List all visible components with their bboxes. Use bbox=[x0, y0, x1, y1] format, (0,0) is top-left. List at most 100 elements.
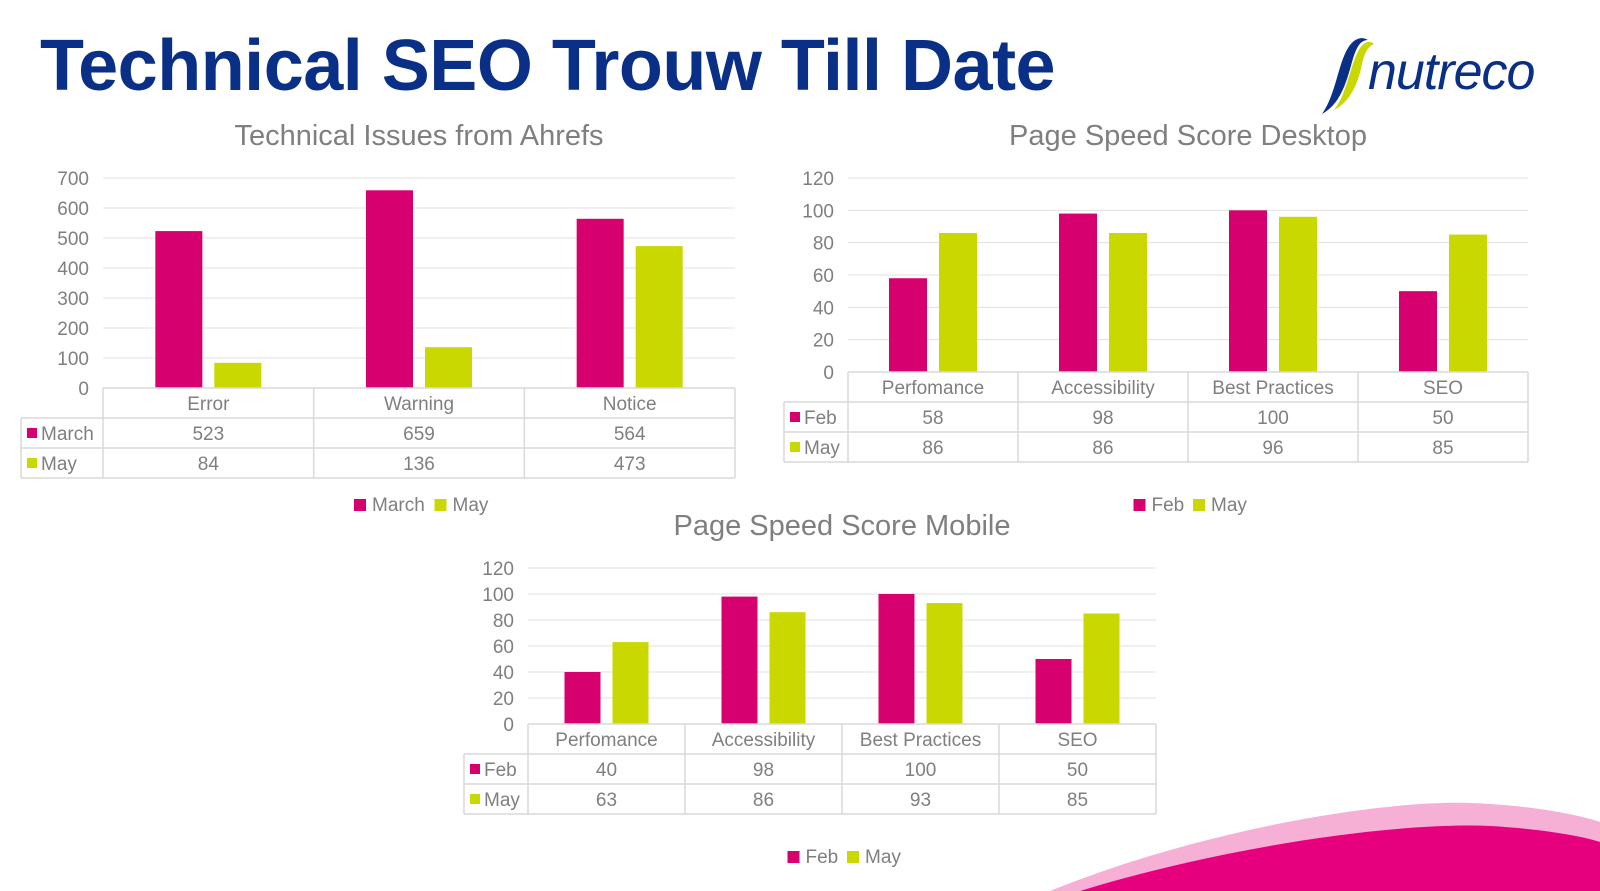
y-tick-label: 200 bbox=[57, 319, 89, 340]
category-label: Best Practices bbox=[860, 730, 981, 751]
data-value: 86 bbox=[1092, 438, 1113, 459]
y-tick-label: 400 bbox=[57, 259, 89, 280]
nutreco-logo: nutreco bbox=[1316, 34, 1566, 120]
legend-label: May bbox=[453, 495, 489, 516]
data-value: 100 bbox=[905, 760, 937, 781]
category-label: Notice bbox=[603, 394, 657, 415]
data-value: 659 bbox=[403, 424, 435, 445]
y-tick-label: 100 bbox=[57, 349, 89, 370]
series-name: March bbox=[41, 424, 94, 445]
chart-page-speed-mobile: Page Speed Score Mobile 0 20 40 60 80 100 120 Pe… bbox=[463, 510, 1157, 868]
y-tick-label: 80 bbox=[493, 611, 514, 632]
y-tick-label: 600 bbox=[57, 199, 89, 220]
y-tick-label: 0 bbox=[503, 715, 514, 736]
y-tick-label: 40 bbox=[813, 298, 834, 319]
y-tick-label: 100 bbox=[802, 201, 834, 222]
chart-page-speed-desktop: Page Speed Score Desktop 0 20 40 60 80 100 120 P… bbox=[783, 120, 1529, 516]
series-name: May bbox=[804, 438, 840, 459]
category-label: SEO bbox=[1423, 378, 1463, 399]
data-value: 86 bbox=[753, 790, 774, 811]
bar-march-error bbox=[155, 231, 203, 388]
data-value: 96 bbox=[1262, 438, 1283, 459]
bar-may-seo bbox=[1083, 613, 1120, 724]
data-value: 523 bbox=[192, 424, 224, 445]
bar-may-error bbox=[214, 362, 262, 388]
y-tick-label: 0 bbox=[78, 379, 89, 400]
chart-technical-issues: Technical Issues from Ahrefs 0 100 200 300 40… bbox=[20, 120, 736, 516]
series-name: May bbox=[484, 790, 520, 811]
logo-text: nutreco bbox=[1368, 43, 1535, 101]
series-name: Feb bbox=[484, 760, 517, 781]
legend-swatch bbox=[1193, 499, 1205, 511]
data-value: 84 bbox=[198, 454, 220, 475]
bar-may-accessibility bbox=[1109, 232, 1147, 372]
y-tick-label: 60 bbox=[813, 266, 834, 287]
legend-key-swatch bbox=[790, 442, 800, 452]
slide-title: Technical SEO Trouw Till Date bbox=[40, 26, 1056, 106]
y-tick-label: 40 bbox=[493, 663, 514, 684]
bar-may-seo bbox=[1449, 234, 1487, 372]
chart-title: Technical Issues from Ahrefs bbox=[234, 120, 603, 152]
data-value: 98 bbox=[753, 760, 774, 781]
bar-feb-best-practices bbox=[1229, 210, 1267, 372]
data-value: 98 bbox=[1092, 408, 1113, 429]
y-tick-label: 60 bbox=[493, 637, 514, 658]
legend-swatch bbox=[787, 851, 800, 863]
bar-feb-accessibility bbox=[1059, 213, 1097, 372]
y-tick-label: 0 bbox=[823, 363, 834, 384]
category-label: Perfomance bbox=[882, 378, 984, 399]
chart-title: Page Speed Score Desktop bbox=[1009, 120, 1367, 152]
y-tick-label: 120 bbox=[482, 559, 514, 580]
bar-may-accessibility bbox=[769, 612, 806, 724]
bar-may-notice bbox=[635, 246, 683, 388]
bar-march-warning bbox=[366, 190, 413, 388]
data-value: 473 bbox=[614, 454, 646, 475]
data-value: 58 bbox=[922, 408, 943, 429]
legend-label: May bbox=[1211, 495, 1247, 516]
legend-swatch bbox=[1133, 499, 1146, 511]
bar-feb-accessibility bbox=[721, 596, 758, 724]
data-value: 63 bbox=[596, 790, 617, 811]
category-label: SEO bbox=[1057, 730, 1097, 751]
legend-key-swatch bbox=[27, 428, 37, 438]
nutreco-swoosh-icon bbox=[1322, 38, 1374, 114]
legend-key-swatch bbox=[27, 458, 37, 468]
y-tick-label: 80 bbox=[813, 234, 834, 255]
bar-may-perfomance bbox=[939, 232, 977, 372]
data-value: 564 bbox=[614, 424, 646, 445]
legend-label: Feb bbox=[806, 847, 839, 868]
data-value: 136 bbox=[403, 454, 435, 475]
category-label: Accessibility bbox=[1051, 378, 1155, 399]
category-label: Accessibility bbox=[712, 730, 816, 751]
data-value: 40 bbox=[596, 760, 617, 781]
series-name: May bbox=[41, 454, 77, 475]
series-name: Feb bbox=[804, 408, 837, 429]
category-label: Error bbox=[187, 394, 230, 415]
y-tick-label: 120 bbox=[802, 169, 834, 190]
legend-label: May bbox=[865, 847, 901, 868]
bar-feb-perfomance bbox=[564, 672, 601, 724]
legend-swatch bbox=[847, 851, 859, 863]
category-label: Perfomance bbox=[555, 730, 657, 751]
legend-swatch bbox=[434, 499, 447, 511]
bar-feb-perfomance bbox=[889, 278, 927, 372]
bar-feb-best-practices bbox=[878, 594, 915, 724]
category-label: Warning bbox=[384, 394, 454, 415]
y-tick-label: 500 bbox=[57, 229, 89, 250]
category-label: Best Practices bbox=[1212, 378, 1333, 399]
data-value: 85 bbox=[1432, 438, 1453, 459]
y-tick-label: 300 bbox=[57, 289, 89, 310]
legend-key-swatch bbox=[470, 794, 480, 804]
legend-key-swatch bbox=[790, 412, 800, 422]
bar-may-best-practices bbox=[926, 603, 963, 724]
bar-may-perfomance bbox=[612, 642, 649, 724]
data-value: 86 bbox=[922, 438, 943, 459]
data-value: 50 bbox=[1067, 760, 1088, 781]
data-value: 50 bbox=[1432, 408, 1453, 429]
data-value: 100 bbox=[1257, 408, 1289, 429]
legend-swatch bbox=[354, 499, 366, 511]
y-tick-label: 20 bbox=[493, 689, 514, 710]
bar-may-warning bbox=[425, 347, 472, 388]
bar-march-notice bbox=[576, 218, 624, 388]
y-tick-label: 100 bbox=[482, 585, 514, 606]
